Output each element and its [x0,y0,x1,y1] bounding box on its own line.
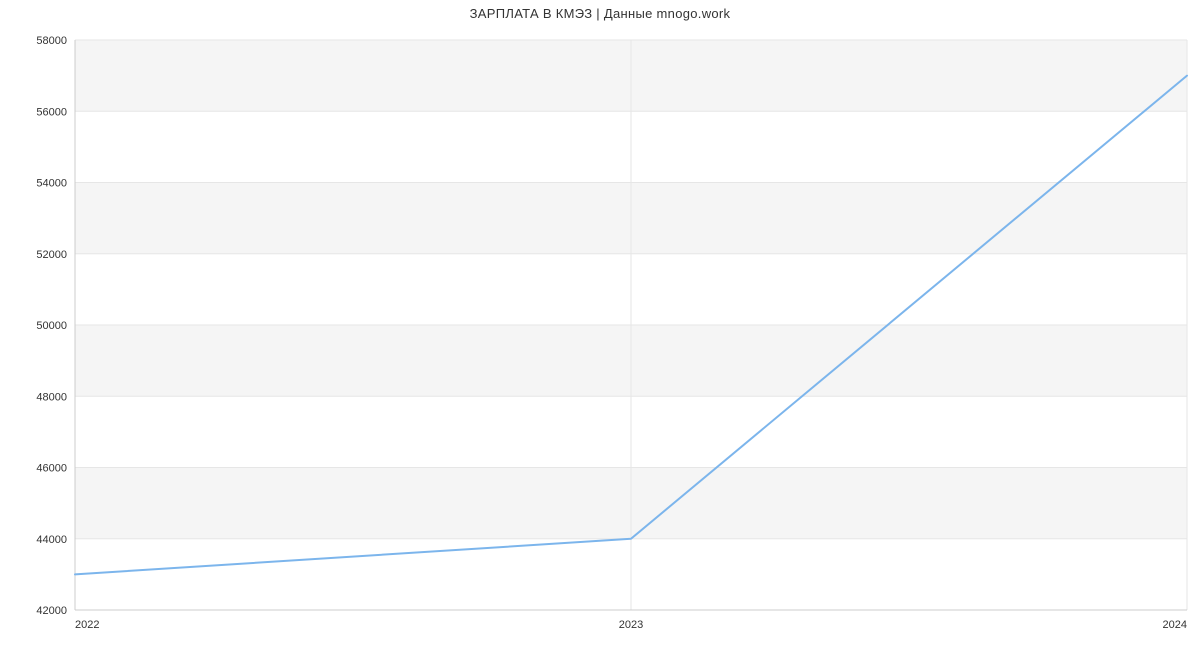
chart-svg: 42000 44000 46000 48000 50000 52000 54000 56000… [0,0,1200,650]
y-tick-label: 52000 [36,249,67,261]
x-tick-label: 2023 [619,619,643,631]
chart-title: ЗАРПЛАТА В КМЭЗ | Данные mnogo.work [0,6,1200,21]
y-tick-label: 50000 [36,320,67,332]
salary-chart: ЗАРПЛАТА В КМЭЗ | Данные mnogo.work 4200… [0,0,1200,650]
y-tick-label: 46000 [36,463,67,475]
y-tick-label: 42000 [36,605,67,617]
y-tick-label: 58000 [36,35,67,47]
y-tick-label: 48000 [36,391,67,403]
y-tick-label: 56000 [36,106,67,118]
y-tick-label: 54000 [36,178,67,190]
x-tick-label: 2024 [1163,619,1187,631]
x-tick-label: 2022 [75,619,99,631]
y-tick-label: 44000 [36,534,67,546]
